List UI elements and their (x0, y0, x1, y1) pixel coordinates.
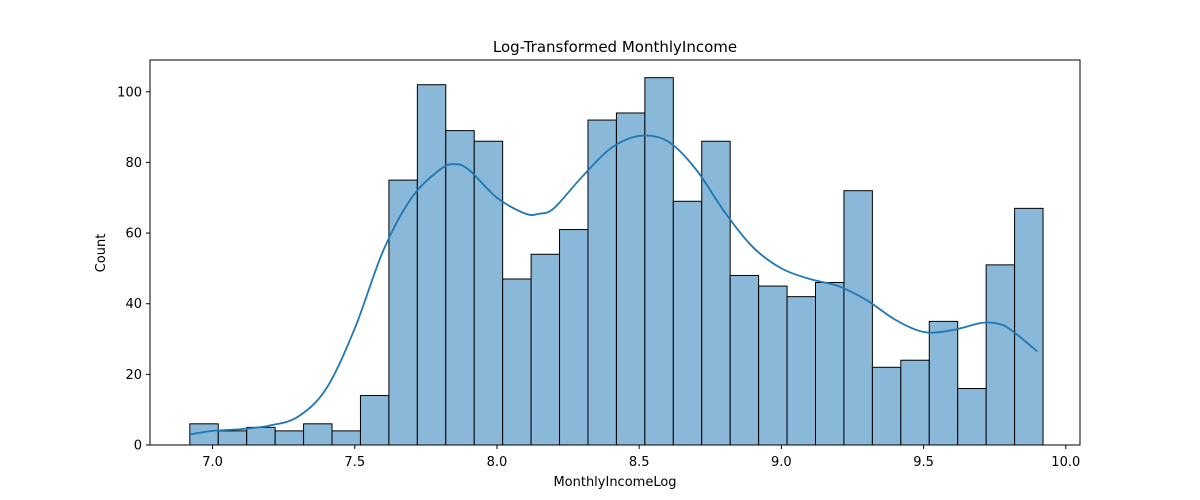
x-tick-label: 10.0 (1051, 455, 1080, 470)
histogram-bar (985, 264, 1016, 446)
y-tick-label: 0 (134, 439, 142, 454)
histogram-bar (957, 387, 987, 446)
histogram-bar (843, 190, 873, 446)
histogram-bar (331, 430, 361, 446)
x-axis: 7.0 7.5 8.0 8.5 9.0 9.5 10.0 (202, 445, 1080, 470)
histogram-bar (871, 366, 902, 446)
histogram-bar (530, 253, 561, 446)
y-tick-label: 20 (125, 368, 142, 383)
y-tick-label: 40 (125, 297, 142, 312)
histogram-bar (303, 423, 333, 446)
histogram-bar (445, 130, 475, 446)
y-tick-label: 60 (125, 227, 142, 242)
chart-title: Log-Transformed MonthlyIncome (493, 38, 737, 56)
histogram-bar (928, 320, 959, 446)
y-tick-label: 100 (117, 85, 142, 100)
y-tick-label: 80 (125, 156, 142, 171)
histogram-bar (359, 395, 390, 446)
histogram-bar (815, 282, 845, 446)
x-tick-label: 9.0 (771, 455, 792, 470)
histogram-bar (672, 200, 703, 446)
x-tick-label: 8.5 (629, 455, 650, 470)
x-axis-label: MonthlyIncomeLog (553, 475, 676, 490)
histogram-bar (1014, 207, 1044, 446)
histogram-bar (615, 112, 646, 446)
histogram-bar (217, 430, 248, 446)
histogram-bar (587, 119, 617, 446)
x-tick-label: 7.5 (344, 455, 365, 470)
x-tick-label: 8.0 (487, 455, 508, 470)
histogram-bar (416, 84, 447, 446)
histogram-bar (388, 179, 418, 446)
y-axis-label: Count (94, 234, 109, 273)
histogram-bar (701, 140, 731, 446)
histogram-bar (644, 77, 674, 446)
kde-layer (189, 134, 1038, 436)
histogram-bar (786, 296, 816, 446)
x-tick-label: 7.0 (202, 455, 223, 470)
y-axis: 0 20 40 60 80 100 (117, 85, 150, 454)
histogram-bar (246, 426, 276, 446)
histogram-bar (900, 359, 930, 446)
histogram-bar (473, 140, 504, 446)
x-tick-label: 9.5 (913, 455, 934, 470)
bars-layer (189, 77, 1044, 446)
histogram-bar (758, 285, 788, 446)
kde-line (189, 134, 1038, 436)
histogram-bar (502, 278, 532, 446)
histogram-bar (559, 229, 589, 446)
plot-frame (149, 59, 1081, 446)
histogram-bar (274, 430, 305, 446)
histogram-bar (729, 274, 760, 446)
